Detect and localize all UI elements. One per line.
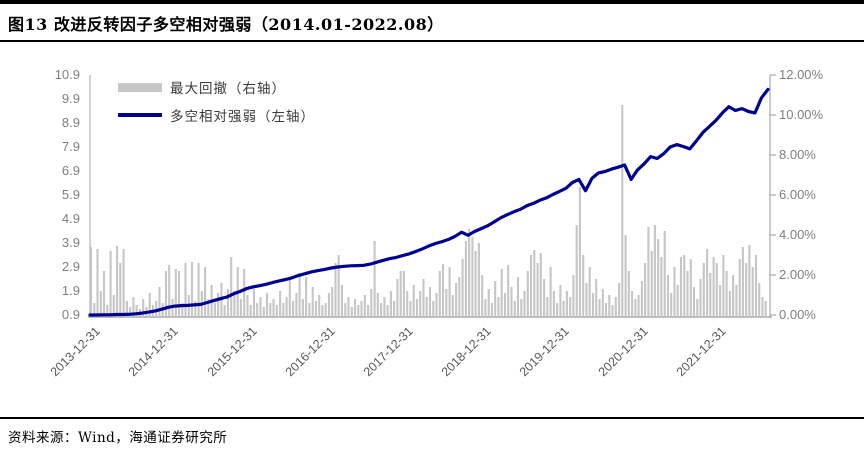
y-axis-right-tick-label: 0.00% <box>779 307 816 322</box>
footer-divider-rule <box>0 417 864 419</box>
y-axis-left-tick-label: 10.9 <box>54 67 80 82</box>
source-note: 资料来源：Wind，海通证券研究所 <box>8 430 228 446</box>
y-axis-right-tick-label: 2.00% <box>779 267 816 282</box>
y-axis-left-tick-label: 5.9 <box>61 187 80 202</box>
y-axis-left-tick-label: 1.9 <box>61 283 80 298</box>
y-axis-left-tick-label: 2.9 <box>61 259 80 274</box>
legend-label-long-short-strength: 多空相对强弱（左轴） <box>170 109 315 125</box>
max-drawdown-bars <box>89 105 767 316</box>
legend-label-max-drawdown: 最大回撤（右轴） <box>170 81 286 97</box>
long-short-strength-line <box>88 87 770 317</box>
y-axis-right-tick-label: 8.00% <box>779 147 816 162</box>
bar-series-swatch-icon <box>118 82 162 92</box>
y-axis-left-tick-label: 7.9 <box>61 139 80 154</box>
legend-item-long-short-strength: 多空相对强弱（左轴） <box>118 104 315 126</box>
figure-title: 图13 改进反转因子多空相对强弱（2014.01-2022.08） <box>8 15 444 34</box>
y-axis-left-tick-label: 0.9 <box>61 307 80 322</box>
y-axis-left-tick-label: 6.9 <box>61 163 80 178</box>
y-axis-right-tick-label: 4.00% <box>779 227 816 242</box>
y-axis-left-tick-label: 8.9 <box>61 115 80 130</box>
chart-area: 最大回撤（右轴） 多空相对强弱（左轴） 10.9 9.9 8.9 7.9 6.9 5.9 4… <box>48 67 824 379</box>
legend-item-max-drawdown: 最大回撤（右轴） <box>118 76 315 98</box>
top-border-rule <box>0 0 864 4</box>
chart-legend: 最大回撤（右轴） 多空相对强弱（左轴） <box>118 76 315 132</box>
y-axis-right-tick-label: 12.00% <box>779 67 824 82</box>
y-axis-right-tick-label: 6.00% <box>779 187 816 202</box>
y-axis-left-tick-label: 3.9 <box>61 235 80 250</box>
line-series-swatch-icon <box>118 113 162 117</box>
y-axis-right-tick-label: 10.00% <box>779 107 824 122</box>
plot-svg <box>88 74 776 318</box>
y-axis-left-tick-label: 4.9 <box>61 211 80 226</box>
y-axis-left-tick-label: 9.9 <box>61 91 80 106</box>
title-divider-rule <box>0 40 864 42</box>
